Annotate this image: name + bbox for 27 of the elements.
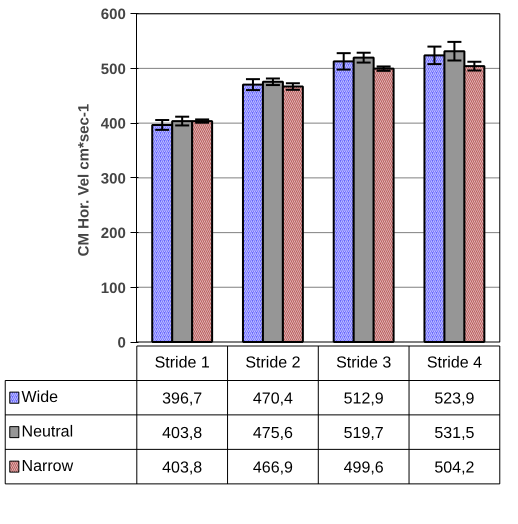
data-label: 512,9 xyxy=(344,390,384,408)
y-tick-label: 500 xyxy=(100,60,126,78)
y-tick-label: 100 xyxy=(100,280,126,297)
data-label: 403,8 xyxy=(162,425,202,442)
data-label: 499,6 xyxy=(344,460,384,477)
x-tick-label: Stride 1 xyxy=(154,354,210,372)
data-label: 466,9 xyxy=(252,460,294,477)
data-label: 523,9 xyxy=(434,390,475,408)
y-tick-label: 400 xyxy=(100,116,126,133)
legend-label: Wide xyxy=(22,389,58,406)
x-tick-label: Stride 3 xyxy=(336,354,392,372)
data-label: 403,8 xyxy=(162,460,202,477)
x-tick-label: Stride 2 xyxy=(245,354,301,372)
data-label: 396,7 xyxy=(162,390,202,408)
legend-label: Neutral xyxy=(22,424,74,441)
y-tick-label: 0 xyxy=(117,334,126,352)
y-tick-label: 200 xyxy=(100,225,126,242)
data-label: 470,4 xyxy=(252,390,294,408)
data-label: 531,5 xyxy=(434,425,475,442)
y-tick-label: 600 xyxy=(100,6,126,24)
data-label: 519,7 xyxy=(344,425,384,442)
y-tick-label: 300 xyxy=(100,170,126,188)
x-tick-label: Stride 4 xyxy=(426,354,482,372)
y-axis-title: CM Hor. Vel cm*sec-1 xyxy=(75,104,92,256)
legend-label: Narrow xyxy=(22,458,74,476)
data-label: 475,6 xyxy=(252,425,294,442)
data-label: 504,2 xyxy=(434,460,475,477)
